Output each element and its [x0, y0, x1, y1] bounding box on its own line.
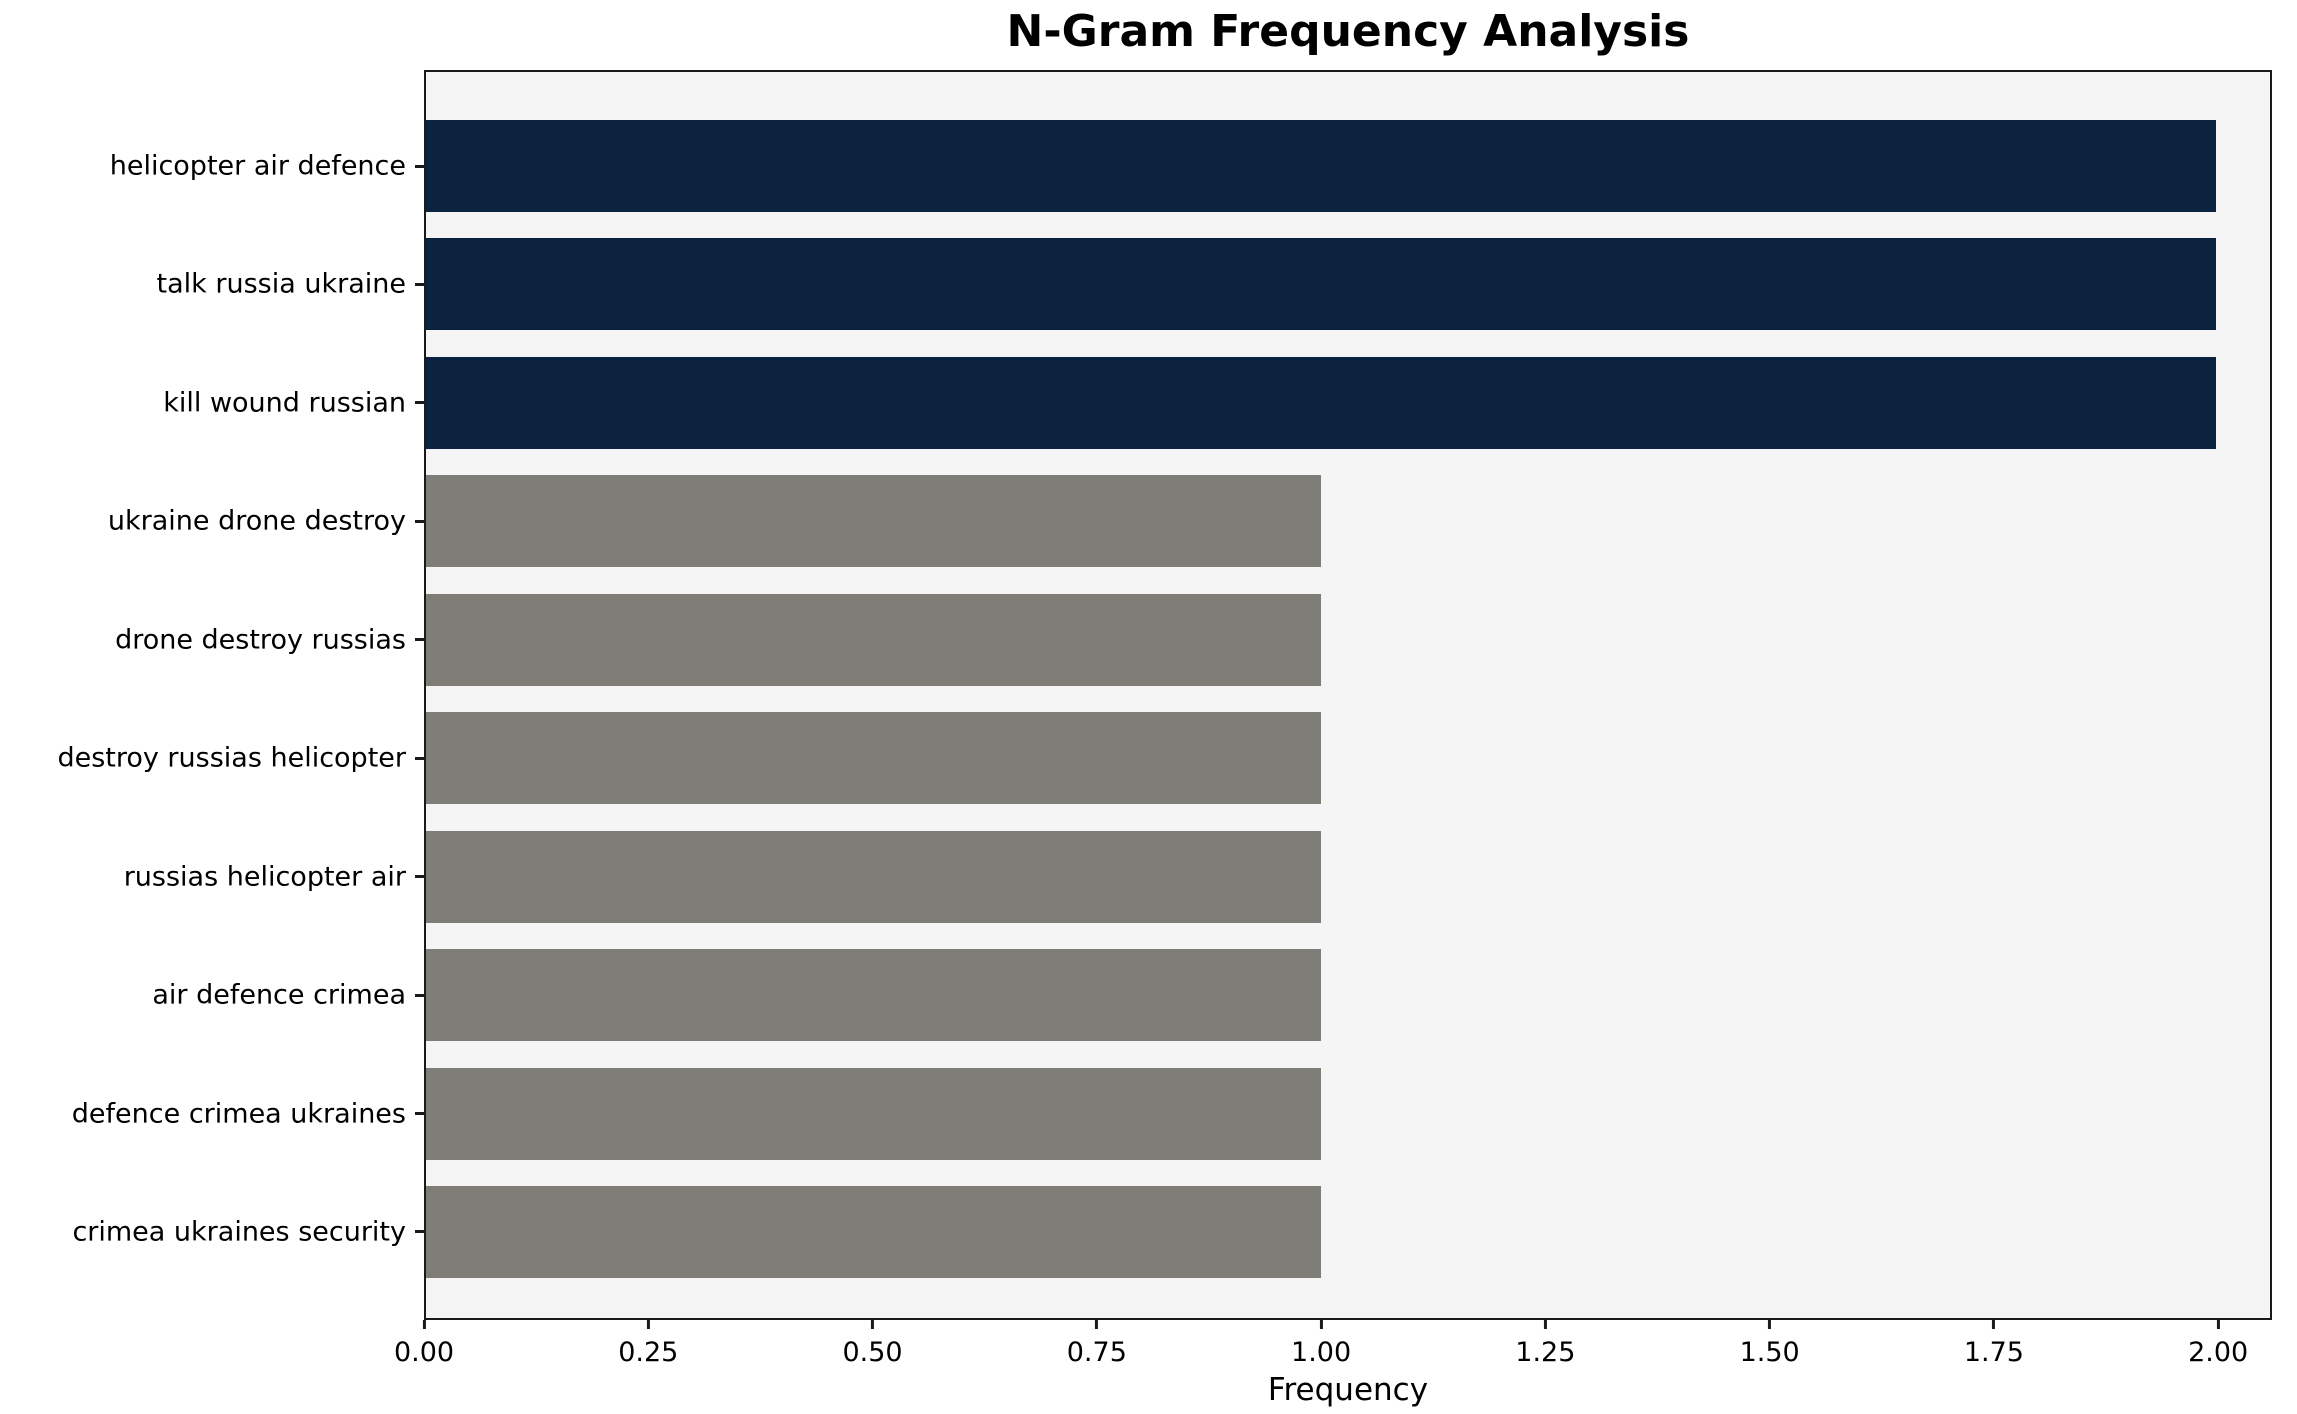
x-tick: 2.00 [2188, 1320, 2248, 1368]
x-tick-mark [1543, 1320, 1547, 1329]
bar-row: ukraine drone destroy [108, 475, 2270, 568]
bar-row: air defence crimea [152, 949, 2270, 1042]
x-tick-mark [1319, 1320, 1323, 1329]
x-tick-mark [646, 1320, 650, 1329]
x-tick: 0.50 [842, 1320, 903, 1368]
y-tick-label: defence crimea ukraines [71, 1098, 406, 1129]
y-tick-label: talk russia ukraine [156, 268, 406, 300]
bar [426, 238, 2217, 331]
chart-title: N-Gram Frequency Analysis [1006, 6, 1690, 57]
x-tick-mark [1992, 1320, 1996, 1329]
y-tick-mark [415, 638, 424, 642]
x-tick-label: 0.00 [393, 1337, 455, 1368]
y-tick-mark [415, 875, 424, 879]
bar [426, 356, 2217, 449]
y-tick-label: helicopter air defence [109, 150, 406, 182]
x-axis: 0.00 0.25 0.50 0.75 1.00 1.25 1.50 1.75 2.00 [394, 1320, 2272, 1390]
x-tick: 0.25 [618, 1320, 678, 1368]
y-tick-mark [415, 1112, 424, 1115]
bar [426, 475, 1322, 568]
y-tick-label: kill wound russian [163, 387, 406, 419]
y-tick-label: ukraine drone destroy [107, 505, 406, 537]
y-tick-label: destroy russias helicopter [57, 742, 406, 774]
x-tick-mark [1095, 1320, 1099, 1329]
bar-row: talk russia ukraine [157, 238, 2270, 331]
bar [426, 1067, 1322, 1160]
x-tick: 1.75 [1964, 1320, 2024, 1368]
plot-area: helicopter air defence talk russia ukrain… [57, 70, 2272, 1320]
y-tick-label: crimea ukraines security [72, 1216, 406, 1248]
x-tick-label: 1.25 [1515, 1337, 1576, 1368]
x-axis-label: Frequency [1267, 1372, 1429, 1408]
bar-row: kill wound russian [163, 356, 2270, 449]
bar-row: defence crimea ukraines [72, 1067, 2270, 1160]
bar [426, 830, 1322, 923]
bar-row: russias helicopter air [124, 830, 2270, 923]
x-tick-label: 0.50 [842, 1337, 903, 1368]
y-tick-label: drone destroy russias [115, 624, 406, 656]
y-tick-mark [415, 282, 424, 286]
bar [426, 120, 2217, 212]
bar-row: drone destroy russias [115, 593, 2270, 686]
x-tick-mark [422, 1320, 426, 1329]
y-tick-mark [415, 401, 424, 405]
y-tick-label: air defence crimea [152, 979, 406, 1011]
x-tick-mark [1768, 1320, 1772, 1329]
bar [426, 712, 1322, 805]
x-tick-label: 2.00 [2188, 1337, 2249, 1368]
bar-row: destroy russias helicopter [57, 712, 2270, 805]
y-tick-label: russias helicopter air [123, 861, 406, 893]
y-tick-mark [415, 1230, 424, 1234]
bar-rows: helicopter air defence talk russia ukrain… [57, 72, 2270, 1318]
x-tick: 0.00 [394, 1320, 454, 1368]
x-tick-label: 1.75 [1963, 1337, 2024, 1368]
x-tick-label: 1.50 [1739, 1337, 1800, 1368]
bar [426, 949, 1322, 1042]
x-tick-label: 1.00 [1291, 1337, 1352, 1368]
y-tick-mark [415, 164, 424, 168]
x-tick: 1.50 [1740, 1320, 1800, 1368]
x-tick: 0.75 [1067, 1320, 1127, 1368]
bar-row: crimea ukraines security [72, 1185, 2270, 1278]
x-tick-label: 0.75 [1066, 1337, 1127, 1368]
x-tick: 1.00 [1291, 1320, 1351, 1368]
y-tick-mark [415, 993, 424, 997]
x-tick: 1.25 [1515, 1320, 1575, 1368]
bar [426, 593, 1322, 686]
x-tick-mark [2216, 1320, 2220, 1329]
y-tick-mark [415, 519, 424, 523]
bar-row: helicopter air defence [110, 120, 2270, 212]
y-tick-mark [415, 756, 424, 760]
x-tick-mark [871, 1320, 875, 1329]
bar [426, 1185, 1322, 1278]
x-tick-label: 0.25 [618, 1337, 679, 1368]
